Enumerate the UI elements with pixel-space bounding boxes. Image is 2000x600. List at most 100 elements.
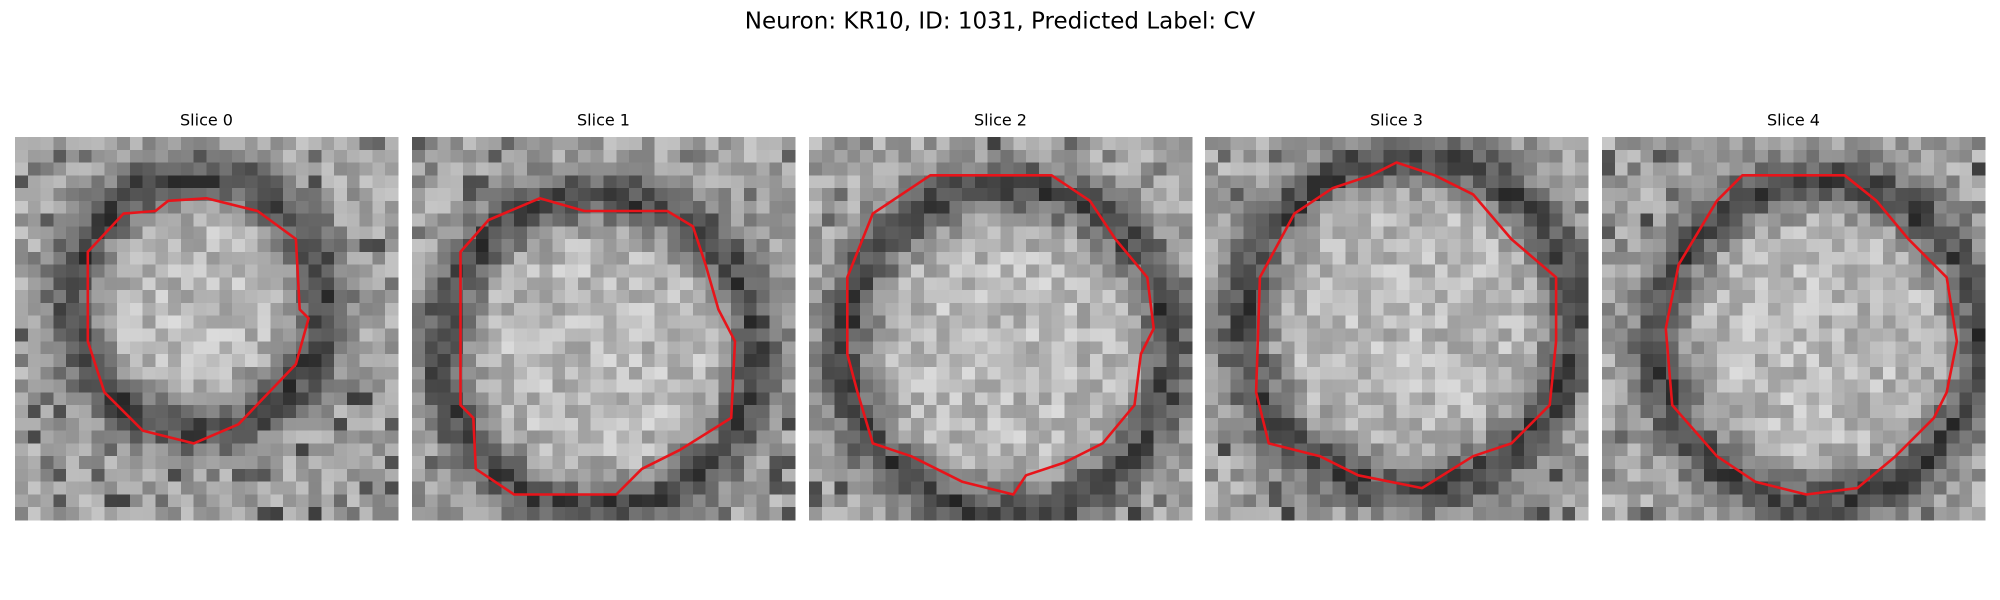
pixel [565, 162, 579, 176]
pixel [974, 405, 989, 419]
pixel [1870, 239, 1884, 253]
pixel [308, 354, 322, 368]
pixel [1396, 302, 1410, 317]
pixel [641, 405, 656, 419]
pixel [1038, 468, 1053, 483]
pixel [1562, 315, 1576, 330]
pixel [1614, 290, 1629, 304]
pixel [155, 213, 169, 227]
pixel [1614, 149, 1629, 164]
pixel [219, 277, 233, 291]
pixel [53, 213, 67, 227]
pixel [526, 341, 541, 355]
pixel [1908, 328, 1922, 342]
pixel [860, 354, 874, 368]
pixel [692, 302, 707, 317]
pixel [1077, 290, 1091, 304]
pixel [206, 226, 220, 240]
pixel [769, 239, 783, 253]
pixel [1704, 264, 1718, 279]
pixel [1946, 494, 1961, 508]
pixel [295, 494, 310, 508]
pixel [1077, 137, 1091, 151]
pixel [616, 162, 630, 176]
pixel [1806, 430, 1820, 444]
pixel [15, 328, 29, 342]
pixel [1575, 481, 1589, 496]
pixel [193, 239, 208, 253]
pixel [1742, 366, 1756, 381]
pixel [1972, 468, 1986, 483]
pixel [424, 149, 439, 164]
pixel [987, 302, 1002, 317]
pixel [475, 315, 490, 330]
pixel [1396, 149, 1410, 164]
pixel [552, 162, 566, 176]
pixel [629, 430, 643, 444]
pixel [1396, 315, 1410, 330]
pixel [1793, 443, 1807, 457]
pixel [27, 137, 42, 151]
pixel [629, 379, 643, 393]
pixel [1511, 315, 1525, 330]
pixel [1819, 188, 1833, 202]
pixel [577, 341, 592, 355]
pixel [847, 430, 861, 444]
pixel [1447, 341, 1461, 355]
pixel [53, 264, 67, 279]
pixel [898, 430, 912, 444]
pixel [629, 302, 643, 317]
pixel [1536, 302, 1551, 317]
pixel [834, 468, 848, 483]
pixel [552, 468, 566, 483]
pixel [1447, 290, 1461, 304]
pixel [424, 341, 439, 355]
pixel [1026, 507, 1040, 521]
pixel [53, 481, 67, 496]
pixel [974, 494, 989, 508]
pixel [1640, 481, 1654, 496]
pixel [1665, 137, 1680, 151]
pixel [1933, 213, 1948, 227]
pixel [142, 175, 157, 189]
pixel [1653, 468, 1667, 483]
pixel [424, 507, 439, 521]
pixel [1485, 468, 1500, 483]
pixel [1742, 494, 1756, 508]
pixel [834, 188, 848, 202]
pixel [1077, 354, 1091, 368]
pixel [91, 188, 105, 202]
pixel [1077, 213, 1091, 227]
pixel [1051, 149, 1065, 164]
pixel [1729, 277, 1744, 291]
pixel [1857, 264, 1871, 279]
pixel [1549, 392, 1564, 406]
pixel [1179, 392, 1193, 406]
pixel [872, 366, 887, 381]
pixel [769, 405, 783, 419]
pixel [1422, 494, 1436, 508]
pixel [743, 354, 758, 368]
pixel [1653, 417, 1667, 432]
pixel [1205, 302, 1219, 317]
pixel [590, 328, 605, 342]
pixel [565, 137, 579, 151]
pixel [168, 213, 182, 227]
pixel [412, 302, 426, 317]
pixel [1319, 507, 1334, 521]
pixel [1102, 507, 1116, 521]
pixel [1358, 405, 1372, 419]
pixel [1972, 226, 1986, 240]
pixel [372, 175, 386, 189]
pixel [1575, 341, 1589, 355]
pixel [53, 341, 67, 355]
pixel [809, 468, 823, 483]
pixel [974, 341, 989, 355]
pixel [539, 302, 554, 317]
pixel [1716, 213, 1731, 227]
pixel [1294, 328, 1308, 342]
pixel [1115, 175, 1129, 189]
pixel [1179, 315, 1193, 330]
pixel [1946, 277, 1961, 291]
pixel [1064, 315, 1078, 330]
